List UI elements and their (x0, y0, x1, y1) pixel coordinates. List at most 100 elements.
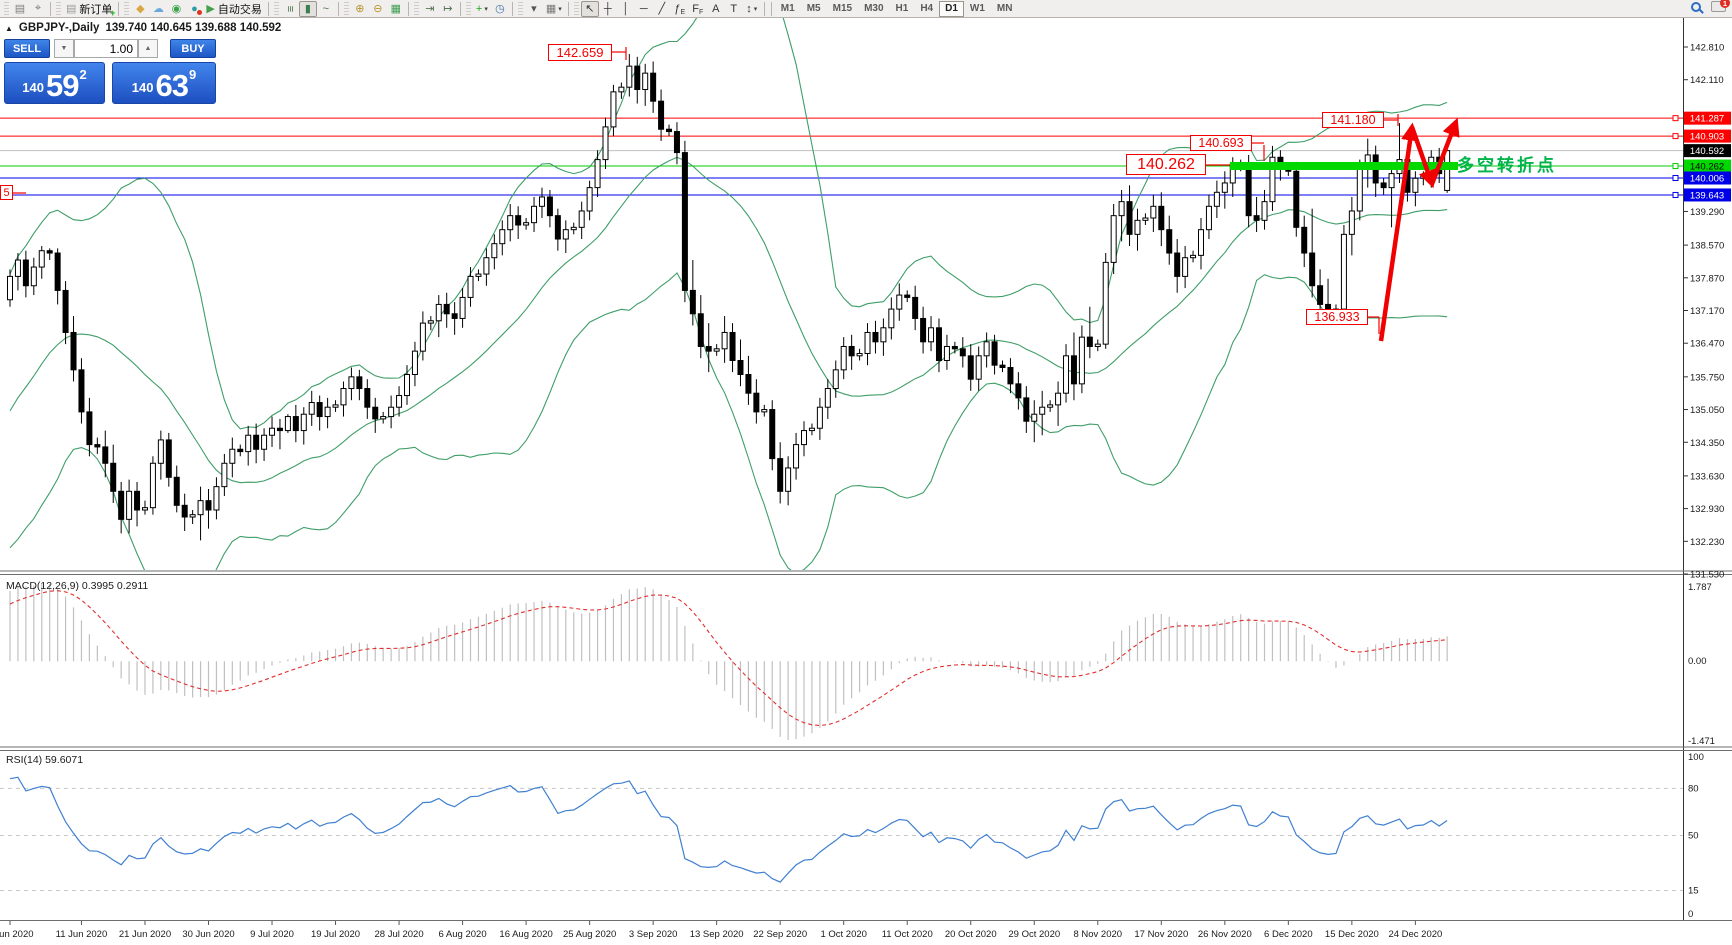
candles-chart-icon[interactable]: ▮ (298, 0, 317, 17)
timeframe-h4[interactable]: H4 (920, 3, 934, 14)
signals-icon[interactable]: ◉ (167, 1, 185, 17)
svg-text:6 Aug 2020: 6 Aug 2020 (439, 929, 487, 940)
zoom-in-icon[interactable]: ⊕ (351, 1, 369, 17)
autotrading-button[interactable]: ▶ 自动交易 (203, 1, 264, 17)
bull-bear-turning-point-note[interactable]: 多空转折点 (1457, 156, 1557, 175)
chart-profiles-icon[interactable]: ⌖ (29, 1, 47, 17)
svg-text:28 Jul 2020: 28 Jul 2020 (374, 929, 423, 940)
svg-text:80: 80 (1688, 783, 1699, 794)
toolbar-grip (465, 1, 471, 16)
svg-text:9 Jul 2020: 9 Jul 2020 (250, 929, 294, 940)
toolbar-separator (770, 1, 772, 16)
tile-windows-icon[interactable]: ▦ (387, 1, 405, 17)
timeframe-mn[interactable]: MN (996, 3, 1013, 14)
toolbar-grip (273, 1, 279, 16)
volume-decrease-button[interactable]: ▼ (54, 39, 74, 58)
new-order-label: 新订单 (79, 3, 113, 16)
vertical-line-icon[interactable]: │ (617, 1, 635, 17)
auto-scroll-icon[interactable]: ⇥ (421, 1, 439, 17)
collapse-chart-icon[interactable]: ▲ (5, 23, 13, 33)
volume-increase-button[interactable]: ▲ (138, 39, 158, 58)
templates-icon[interactable]: ▾ (525, 1, 543, 17)
svg-text:1.787: 1.787 (1688, 582, 1712, 593)
svg-text:140.262: 140.262 (1690, 162, 1724, 173)
svg-text:142.110: 142.110 (1690, 75, 1724, 86)
svg-text:26 Nov 2020: 26 Nov 2020 (1198, 929, 1252, 940)
text-icon[interactable]: A (707, 1, 725, 17)
buy-quote-button[interactable]: 140 63 9 (112, 62, 216, 104)
toolbar-separator (118, 1, 120, 16)
bars-chart-icon: ≡ (283, 5, 296, 12)
price-annotation-140693[interactable]: 140.693 (1190, 135, 1252, 151)
svg-text:139.290: 139.290 (1690, 207, 1724, 218)
svg-text:15 Dec 2020: 15 Dec 2020 (1325, 929, 1379, 940)
chart-shift-icon[interactable]: ↦ (439, 1, 457, 17)
search-icon[interactable] (1691, 1, 1701, 12)
svg-text:136.470: 136.470 (1690, 339, 1724, 350)
timeframe-h1[interactable]: H1 (895, 3, 909, 14)
arrows-icon[interactable]: ↕ ▾ (746, 2, 758, 15)
indicator-windows-icon: ▦ (545, 3, 557, 15)
timeframe-w1[interactable]: W1 (969, 3, 985, 14)
left-edge-label[interactable]: 5 (0, 185, 13, 200)
timeframe-m30[interactable]: M30 (864, 3, 884, 14)
svg-text:132.230: 132.230 (1690, 537, 1724, 548)
new-chart-icon: ▤ (14, 3, 26, 15)
sell-button[interactable]: SELL (4, 39, 50, 58)
svg-text:30 Jun 2020: 30 Jun 2020 (182, 929, 234, 940)
svg-text:139.643: 139.643 (1690, 190, 1724, 201)
svg-text:24 Dec 2020: 24 Dec 2020 (1388, 929, 1442, 940)
add-indicator-icon[interactable]: + ▾ (475, 2, 488, 15)
price-axis[interactable] (1683, 18, 1732, 920)
price-annotation-136933[interactable]: 136.933 (1306, 309, 1368, 325)
price-annotation-140262[interactable]: 140.262 (1126, 154, 1206, 175)
price-annotation-141180[interactable]: 141.180 (1322, 112, 1384, 128)
svg-text:20 Oct 2020: 20 Oct 2020 (945, 929, 997, 940)
svg-text:100: 100 (1688, 752, 1704, 763)
svg-text:1 Jun 2020: 1 Jun 2020 (0, 929, 34, 940)
sell-quote-button[interactable]: 140 59 2 (4, 62, 105, 104)
trendline-icon: ╱ (658, 3, 666, 15)
market-icon[interactable]: ● (185, 1, 203, 17)
indicator-windows-icon[interactable]: ▦ ▾ (545, 3, 562, 15)
timeframe-m5[interactable]: M5 (806, 3, 821, 14)
svg-text:140.006: 140.006 (1690, 174, 1724, 185)
chart-title: ▲ GBPJPY-,Daily 139.740 140.645 139.688 … (5, 22, 281, 34)
signals-icon: ◉ (171, 3, 182, 15)
periods-icon[interactable]: ◷ (491, 1, 509, 17)
svg-text:135.750: 135.750 (1690, 372, 1724, 383)
svg-text:21 Jun 2020: 21 Jun 2020 (119, 929, 171, 940)
autotrading-icon: ▶ (206, 3, 215, 15)
volume-input[interactable] (74, 39, 138, 58)
new-order-button[interactable]: ▤ + 新订单 (63, 1, 115, 18)
zoom-out-icon[interactable]: ⊖ (369, 1, 387, 17)
timeframe-d1[interactable]: D1 (939, 0, 964, 17)
horizontal-line-icon[interactable]: ─ (635, 1, 653, 17)
cursor-icon[interactable]: ↖ (580, 0, 599, 17)
crosshair-icon[interactable]: ┼ (599, 1, 617, 17)
line-chart-icon[interactable]: ~ (317, 1, 335, 17)
toolbar-separator (511, 1, 513, 16)
svg-text:0: 0 (1688, 909, 1693, 920)
buy-button[interactable]: BUY (170, 39, 216, 58)
price-annotation-142659[interactable]: 142.659 (548, 44, 612, 61)
bars-chart-icon[interactable]: ≡ (281, 1, 299, 17)
time-axis[interactable] (0, 922, 1683, 945)
toolbar-separator (407, 1, 409, 16)
timeframe-m15[interactable]: M15 (832, 3, 853, 14)
trendline-icon[interactable]: ╱ (653, 1, 671, 17)
cloud-icon[interactable]: ☁ (149, 1, 167, 17)
svg-text:135.050: 135.050 (1690, 405, 1724, 416)
text-label-icon[interactable]: T (725, 1, 743, 17)
buy-price-main: 63 (155, 67, 188, 103)
eraser-icon[interactable]: ◆ (131, 1, 149, 17)
svg-text:17 Nov 2020: 17 Nov 2020 (1134, 929, 1188, 940)
toolbar-separator (567, 1, 569, 16)
timeframe-m1[interactable]: M1 (780, 3, 795, 14)
new-chart-icon[interactable]: ▤ (11, 1, 29, 17)
community-chat-icon[interactable]: 1 (1711, 0, 1730, 12)
cursor-icon: ↖ (585, 3, 595, 15)
